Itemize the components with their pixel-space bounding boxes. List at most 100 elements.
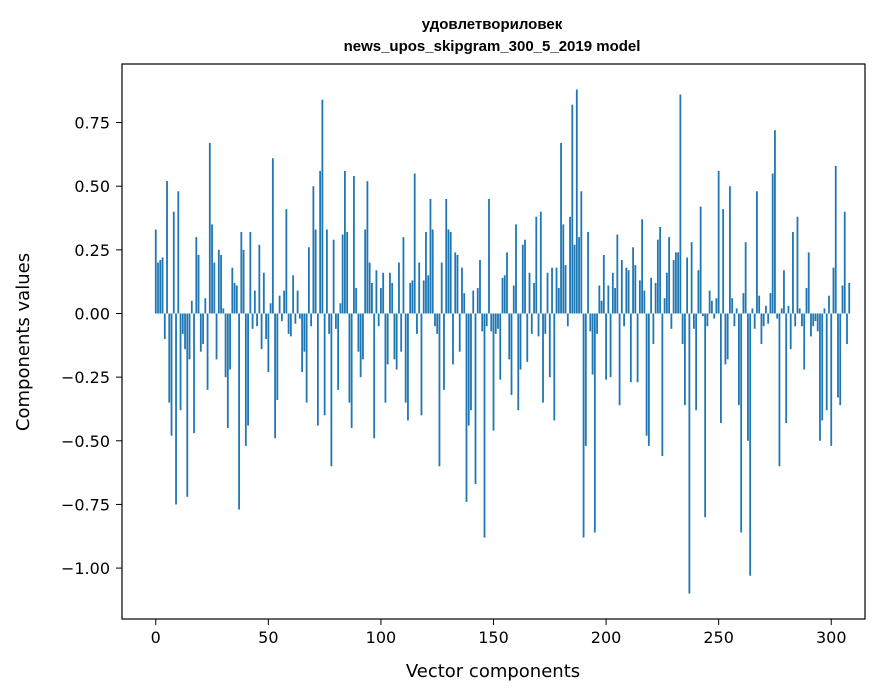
bar-36: [235, 285, 238, 314]
bar-93: [364, 229, 367, 314]
bar-188: [578, 237, 580, 314]
plot-frame: [121, 63, 866, 620]
bar-29: [220, 254, 222, 314]
y-tick-label: 0.25: [74, 241, 110, 260]
bar-252: [722, 209, 725, 314]
bar-137: [463, 293, 466, 314]
bar-118: [420, 313, 423, 416]
bar-199: [602, 254, 605, 314]
bar-31: [224, 313, 227, 378]
bar-293: [814, 313, 817, 322]
bar-132: [452, 313, 454, 365]
bar-26: [213, 262, 216, 314]
bar-195: [593, 313, 596, 533]
bar-224: [659, 226, 662, 314]
bar-281: [787, 305, 790, 314]
bar-228: [668, 237, 671, 314]
bar-231: [674, 252, 677, 314]
bar-240: [695, 313, 698, 411]
bar-56: [280, 313, 283, 322]
bar-109: [400, 313, 403, 352]
bar-291: [810, 313, 812, 337]
bar-229: [670, 313, 673, 329]
bar-232: [677, 252, 680, 314]
bar-282: [789, 313, 792, 350]
bars-group: [154, 89, 851, 594]
bar-106: [393, 313, 396, 360]
bar-76: [325, 229, 328, 314]
bar-145: [481, 313, 484, 332]
bar-269: [760, 313, 763, 345]
bar-292: [812, 313, 815, 327]
y-axis-label: Components values: [13, 253, 34, 431]
x-tick-label: 150: [478, 628, 509, 647]
bar-261: [742, 293, 745, 314]
bar-167: [530, 313, 533, 334]
bar-294: [816, 313, 819, 332]
bar-13: [184, 313, 186, 350]
bar-173: [544, 313, 547, 334]
bar-86: [348, 313, 351, 403]
bar-52: [271, 158, 274, 314]
bar-144: [479, 260, 481, 314]
bar-32: [226, 313, 229, 429]
bar-213: [634, 265, 637, 314]
bar-245: [706, 313, 709, 327]
bar-227: [665, 272, 668, 314]
bar-254: [726, 313, 729, 360]
bar-220: [650, 277, 653, 314]
bar-57: [283, 290, 286, 314]
y-tick-label: −1.00: [61, 559, 110, 578]
bar-165: [526, 313, 529, 362]
bar-182: [564, 265, 567, 314]
bar-283: [792, 232, 794, 314]
x-tick-label: 0: [151, 628, 161, 647]
bar-297: [823, 308, 826, 314]
bar-156: [506, 252, 508, 314]
bar-44: [253, 290, 256, 314]
x-tick-label: 200: [591, 628, 622, 647]
bar-185: [571, 104, 574, 314]
bar-250: [717, 170, 720, 314]
bar-170: [537, 313, 540, 337]
bar-163: [521, 244, 524, 314]
bar-101: [382, 272, 385, 314]
bar-171: [539, 211, 542, 314]
bar-226: [663, 298, 666, 314]
y-axis: −1.00 −0.75 −0.50 −0.25 0.00 0.25 0.50 0.75: [61, 114, 122, 578]
y-tick-label: 0.00: [74, 304, 110, 323]
bar-230: [672, 260, 675, 314]
bar-177: [553, 313, 556, 421]
bar-247: [711, 300, 713, 314]
bar-99: [377, 313, 380, 327]
bar-176: [551, 267, 553, 314]
bar-12: [181, 313, 184, 334]
bar-263: [747, 313, 749, 441]
bar-307: [846, 313, 848, 345]
bar-186: [573, 244, 576, 314]
bar-256: [731, 298, 734, 314]
bar-264: [749, 313, 752, 576]
bar-17: [193, 313, 195, 434]
bar-295: [819, 313, 821, 441]
bar-236: [686, 257, 689, 314]
bar-142: [474, 313, 477, 485]
bar-159: [512, 285, 515, 314]
bar-123: [431, 229, 434, 314]
bar-48: [262, 272, 265, 314]
bar-129: [445, 198, 448, 314]
bar-51: [269, 303, 272, 314]
bar-194: [591, 313, 594, 375]
bar-272: [767, 313, 770, 324]
bar-97: [373, 313, 376, 439]
x-axis-label: Vector components: [406, 661, 580, 682]
bar-110: [402, 237, 405, 314]
bar-215: [638, 280, 641, 314]
bar-98: [375, 270, 378, 314]
bar-65: [301, 313, 304, 373]
bar-111: [404, 313, 407, 403]
y-tick-label: 0.75: [74, 114, 110, 133]
bar-27: [215, 313, 218, 360]
bar-251: [720, 313, 722, 423]
bar-258: [735, 308, 738, 314]
